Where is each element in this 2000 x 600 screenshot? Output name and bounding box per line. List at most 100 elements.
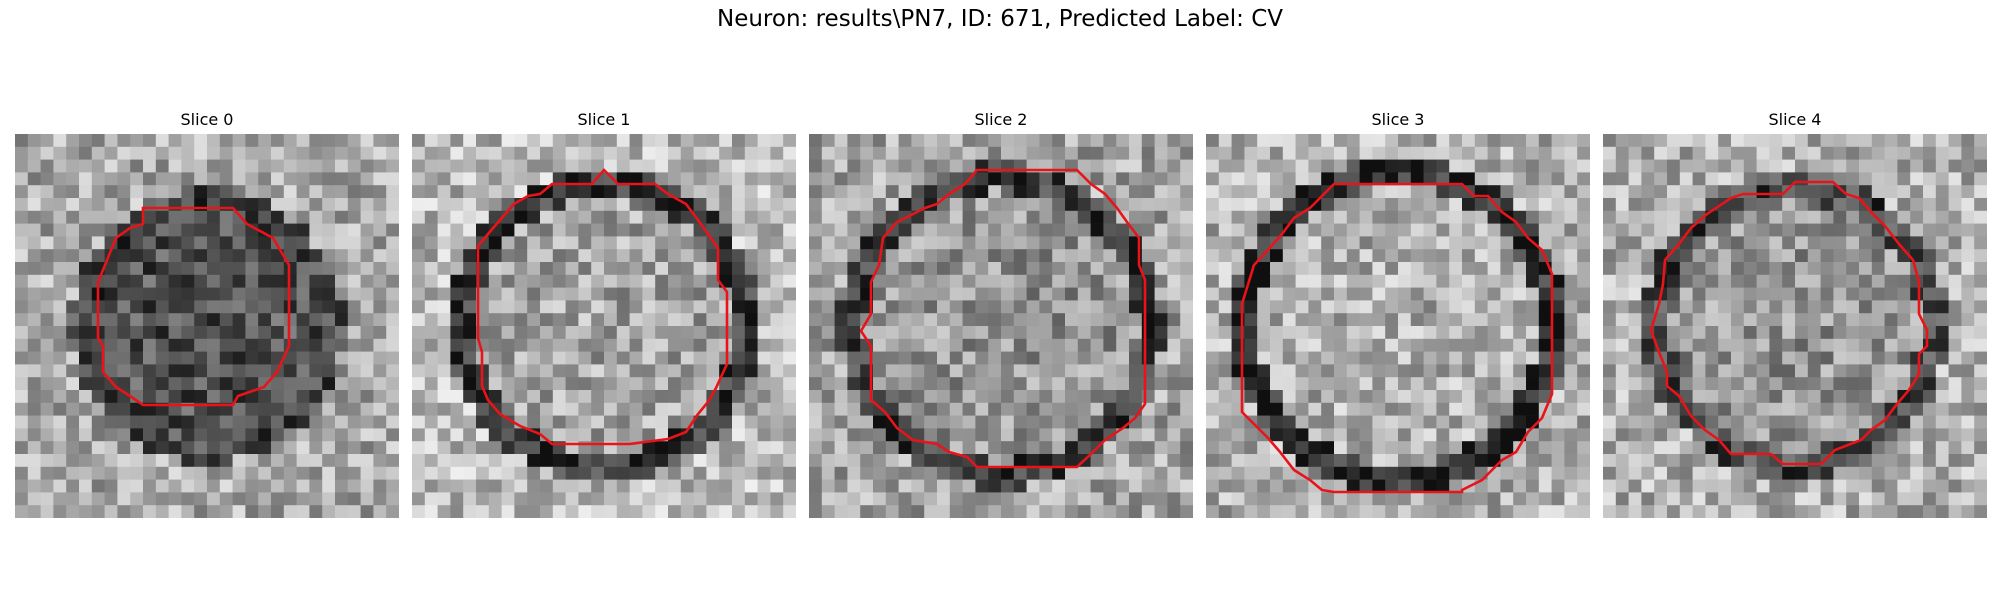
pixel: [1141, 146, 1155, 160]
pixel: [1948, 351, 1962, 365]
pixel: [219, 505, 233, 518]
pixel: [668, 313, 682, 327]
pixel: [1001, 390, 1015, 404]
pixel: [1948, 262, 1962, 276]
pixel: [1167, 454, 1181, 468]
pixel: [514, 492, 528, 506]
pixel: [1385, 146, 1399, 160]
pixel: [386, 466, 399, 480]
pixel: [1820, 505, 1834, 518]
pixel: [245, 338, 259, 352]
pixel: [1859, 415, 1873, 429]
pixel: [975, 223, 989, 237]
pixel: [949, 466, 963, 480]
pixel: [1974, 402, 1987, 416]
pixel: [1526, 441, 1540, 455]
pixel: [322, 236, 336, 250]
pixel: [1026, 454, 1040, 468]
pixel: [1436, 479, 1450, 493]
pixel: [232, 479, 246, 493]
pixel: [1359, 454, 1373, 468]
pixel: [194, 172, 208, 186]
pixel: [1218, 441, 1232, 455]
pixel: [373, 505, 387, 518]
pixel: [629, 492, 643, 506]
pixel: [117, 146, 131, 160]
pixel: [232, 441, 246, 455]
pixel: [757, 159, 771, 173]
pixel: [604, 377, 618, 391]
pixel: [1436, 134, 1450, 148]
pixel: [1321, 210, 1335, 224]
pixel: [1974, 300, 1987, 314]
pixel: [1500, 236, 1514, 250]
pixel: [1398, 134, 1412, 148]
pixel: [1372, 249, 1386, 263]
pixel: [1679, 351, 1693, 365]
pixel: [1769, 236, 1783, 250]
pixel: [1026, 287, 1040, 301]
pixel: [1308, 300, 1322, 314]
pixel: [757, 364, 771, 378]
pixel: [1871, 466, 1885, 480]
pixel: [91, 402, 105, 416]
pixel: [1846, 210, 1860, 224]
pixel: [1577, 454, 1590, 468]
pixel: [1731, 505, 1745, 518]
pixel: [283, 377, 297, 391]
pixel: [1116, 198, 1130, 212]
pixel: [1731, 313, 1745, 327]
pixel: [847, 428, 861, 442]
pixel: [1526, 159, 1540, 173]
pixel: [1782, 505, 1796, 518]
pixel: [1884, 492, 1898, 506]
pixel: [219, 454, 233, 468]
pixel: [552, 134, 566, 148]
pixel: [988, 274, 1002, 288]
pixel: [1756, 262, 1770, 276]
pixel: [1270, 313, 1284, 327]
pixel: [91, 134, 105, 148]
pixel: [181, 210, 195, 224]
pixel: [1846, 377, 1860, 391]
pixel: [578, 274, 592, 288]
pixel: [117, 210, 131, 224]
pixel: [1270, 390, 1284, 404]
pixel: [373, 185, 387, 199]
pixel: [693, 198, 707, 212]
pixel: [1385, 223, 1399, 237]
pixel: [53, 146, 67, 160]
pixel: [809, 466, 823, 480]
pixel: [847, 236, 861, 250]
pixel: [53, 454, 67, 468]
pixel: [1859, 300, 1873, 314]
pixel: [1001, 274, 1015, 288]
pixel: [1756, 313, 1770, 327]
pixel: [540, 377, 554, 391]
pixel: [540, 198, 554, 212]
pixel: [1039, 428, 1053, 442]
pixel: [1897, 479, 1911, 493]
pixel: [1871, 134, 1885, 148]
pixel: [655, 274, 669, 288]
pixel: [181, 377, 195, 391]
pixel: [412, 402, 426, 416]
pixel: [1910, 134, 1924, 148]
pixel: [1961, 441, 1975, 455]
pixel: [1974, 466, 1987, 480]
pixel: [1167, 441, 1181, 455]
pixel: [104, 390, 118, 404]
pixel: [1974, 326, 1987, 340]
pixel: [1026, 274, 1040, 288]
pixel: [1641, 159, 1655, 173]
pixel: [975, 313, 989, 327]
pixel: [514, 134, 528, 148]
pixel: [79, 466, 93, 480]
pixel: [1270, 159, 1284, 173]
pixel: [1282, 415, 1296, 429]
pixel: [616, 326, 630, 340]
pixel: [1167, 351, 1181, 365]
pixel: [578, 364, 592, 378]
pixel: [552, 172, 566, 186]
pixel: [911, 402, 925, 416]
